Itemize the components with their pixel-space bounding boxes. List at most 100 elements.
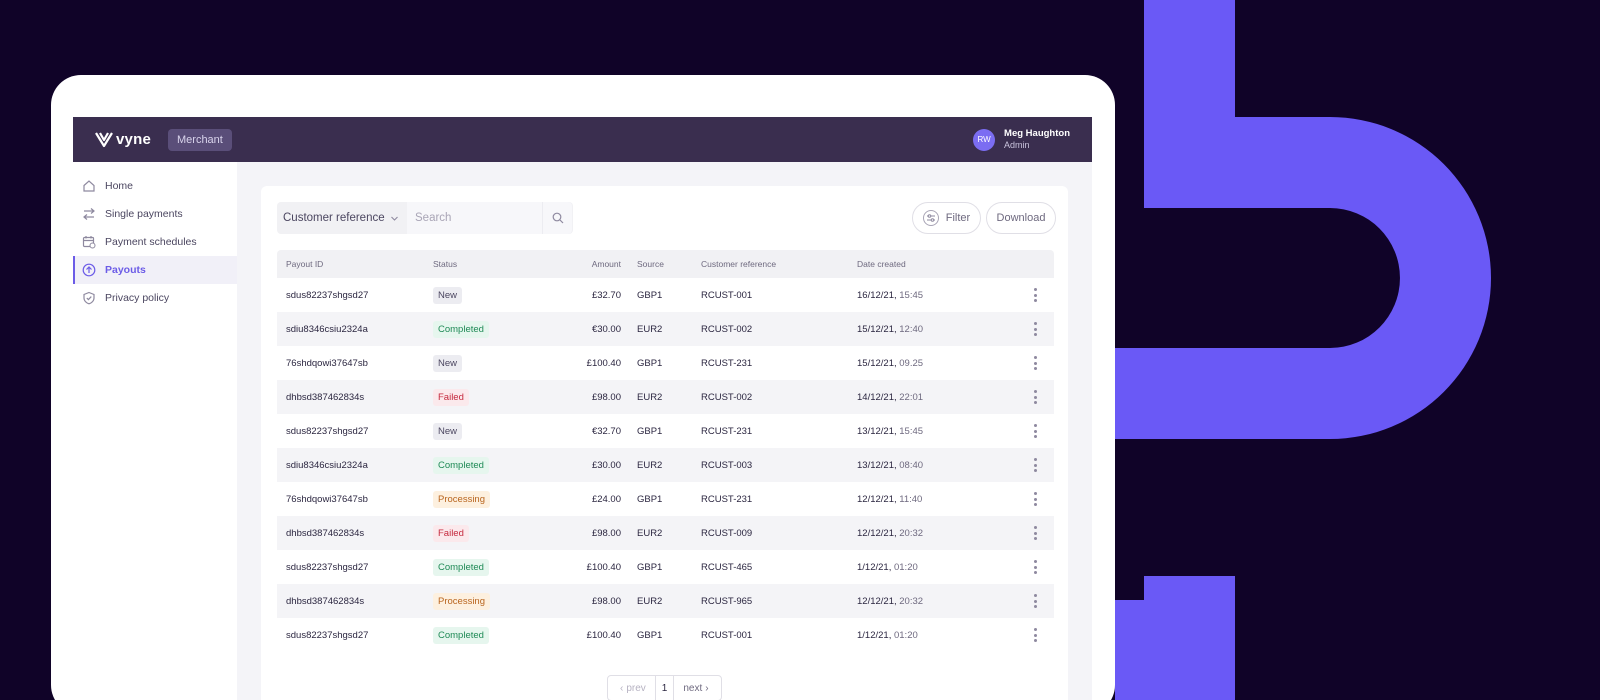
next-page-button[interactable]: next › xyxy=(674,676,720,700)
column-header-amount[interactable]: Amount xyxy=(591,259,621,269)
column-header-payout-id[interactable]: Payout ID xyxy=(286,259,324,269)
table-row[interactable]: sdiu8346csiu2324a Completed £30.00 EUR2 RCUS… xyxy=(277,448,1054,482)
filter-button[interactable]: Filter xyxy=(912,202,981,234)
table-row[interactable]: 76shdqowi37647sb New £100.40 GBP1 RCUST-231 1… xyxy=(277,346,1054,380)
payout-id[interactable]: dhbsd387462834s xyxy=(286,527,365,539)
date-day: 12/12/21, xyxy=(857,595,897,607)
column-header-customer-reference[interactable]: Customer reference xyxy=(701,259,777,269)
payout-icon xyxy=(82,263,96,277)
sidebar-item-payouts[interactable]: Payouts xyxy=(73,256,237,284)
row-menu-button[interactable] xyxy=(1017,594,1054,608)
sidebar-item-label: Privacy policy xyxy=(105,292,170,304)
date-created: 16/12/21, 15:45 xyxy=(857,290,1017,301)
row-menu-button[interactable] xyxy=(1017,356,1054,370)
date-time: 20:32 xyxy=(899,527,924,539)
payout-id[interactable]: dhbsd387462834s xyxy=(286,391,365,403)
table-row[interactable]: 76shdqowi37647sb Processing £24.00 GBP1 RCUS… xyxy=(277,482,1054,516)
row-menu-button[interactable] xyxy=(1017,424,1054,438)
prev-page-button[interactable]: ‹ prev xyxy=(608,676,655,700)
table-row[interactable]: sdus82237shgsd27 New €32.70 GBP1 RCUST-231 13… xyxy=(277,414,1054,448)
search-input[interactable] xyxy=(407,202,542,234)
payout-id[interactable]: sdus82237shgsd27 xyxy=(286,629,369,641)
table-row[interactable]: sdus82237shgsd27 New £32.70 GBP1 RCUST-001 16… xyxy=(277,278,1054,312)
payout-id[interactable]: 76shdqowi37647sb xyxy=(286,357,368,369)
amount: £100.40 xyxy=(586,561,621,573)
payout-id[interactable]: sdiu8346csiu2324a xyxy=(286,323,368,335)
merchant-badge[interactable]: Merchant xyxy=(168,128,232,151)
more-vertical-icon xyxy=(1034,628,1037,642)
filter-field-select[interactable]: Customer reference xyxy=(277,212,407,224)
date-created: 12/12/21, 20:32 xyxy=(857,596,1017,607)
row-menu-button[interactable] xyxy=(1017,628,1054,642)
app-window: vyne Merchant RW Meg Haughton Admin Home… xyxy=(73,117,1092,700)
payout-id[interactable]: dhbsd387462834s xyxy=(286,595,365,607)
sidebar-item-single-payments[interactable]: Single payments xyxy=(73,200,237,228)
payout-id[interactable]: sdus82237shgsd27 xyxy=(286,289,369,301)
sidebar-item-privacy-policy[interactable]: Privacy policy xyxy=(73,284,237,312)
customer-reference: RCUST-465 xyxy=(701,561,753,573)
payout-id[interactable]: sdus82237shgsd27 xyxy=(286,561,369,573)
pagination: ‹ prev 1 next › xyxy=(607,675,722,700)
source: EUR2 xyxy=(637,323,663,335)
amount: £24.00 xyxy=(591,493,621,505)
more-vertical-icon xyxy=(1034,594,1037,608)
sidebar-item-home[interactable]: Home xyxy=(73,172,237,200)
date-created: 12/12/21, 20:32 xyxy=(857,528,1017,539)
row-menu-button[interactable] xyxy=(1017,560,1054,574)
amount: £98.00 xyxy=(591,527,621,539)
row-menu-button[interactable] xyxy=(1017,492,1054,506)
date-time: 08:40 xyxy=(899,459,924,471)
table-row[interactable]: sdus82237shgsd27 Completed £100.40 GBP1 RCUS… xyxy=(277,618,1054,652)
user-role: Admin xyxy=(1004,140,1030,150)
source: GBP1 xyxy=(637,561,663,573)
customer-reference: RCUST-002 xyxy=(701,323,753,335)
column-header-source[interactable]: Source xyxy=(637,259,664,269)
status-badge: Completed xyxy=(433,626,489,644)
vyne-logo[interactable]: vyne xyxy=(94,131,151,149)
sidebar: Home Single payments Payment schedules P… xyxy=(73,162,237,700)
date-created: 13/12/21, 08:40 xyxy=(857,460,1017,471)
table-row[interactable]: sdus82237shgsd27 Completed £100.40 GBP1 RCUS… xyxy=(277,550,1054,584)
row-menu-button[interactable] xyxy=(1017,390,1054,404)
date-created: 12/12/21, 11:40 xyxy=(857,494,1017,505)
sidebar-item-payment-schedules[interactable]: Payment schedules xyxy=(73,228,237,256)
amount: £98.00 xyxy=(591,595,621,607)
user-menu[interactable]: RW Meg Haughton Admin xyxy=(973,128,1070,151)
vyne-logo-icon xyxy=(95,131,113,147)
column-header-status[interactable]: Status xyxy=(433,259,458,269)
amount: £100.40 xyxy=(586,357,621,369)
status-badge: Processing xyxy=(433,490,490,508)
column-header-date-created[interactable]: Date created xyxy=(857,259,906,269)
date-time: 22:01 xyxy=(899,391,924,403)
toolbar: Customer reference Filter Download xyxy=(277,202,1056,234)
download-button[interactable]: Download xyxy=(986,202,1056,234)
table-row[interactable]: dhbsd387462834s Failed £98.00 EUR2 RCUST-002… xyxy=(277,380,1054,414)
date-created: 13/12/21, 15:45 xyxy=(857,426,1017,437)
sidebar-item-label: Payment schedules xyxy=(105,236,197,248)
table-row[interactable]: dhbsd387462834s Processing £98.00 EUR2 RCUST… xyxy=(277,584,1054,618)
avatar[interactable]: RW xyxy=(973,128,996,151)
date-day: 12/12/21, xyxy=(857,493,897,505)
sidebar-item-label: Single payments xyxy=(105,208,183,220)
amount: £100.40 xyxy=(586,629,621,641)
customer-reference: RCUST-002 xyxy=(701,391,753,403)
amount: £30.00 xyxy=(591,459,621,471)
date-day: 15/12/21, xyxy=(857,323,897,335)
date-day: 15/12/21, xyxy=(857,357,897,369)
row-menu-button[interactable] xyxy=(1017,526,1054,540)
row-menu-button[interactable] xyxy=(1017,458,1054,472)
payout-id[interactable]: sdiu8346csiu2324a xyxy=(286,459,368,471)
page-number-current[interactable]: 1 xyxy=(654,676,675,700)
payout-id[interactable]: 76shdqowi37647sb xyxy=(286,493,368,505)
payout-id[interactable]: sdus82237shgsd27 xyxy=(286,425,369,437)
home-icon xyxy=(82,179,96,193)
table-header: Payout ID Status Amount Source Customer … xyxy=(277,250,1054,278)
table-row[interactable]: sdiu8346csiu2324a Completed €30.00 EUR2 RCUS… xyxy=(277,312,1054,346)
row-menu-button[interactable] xyxy=(1017,322,1054,336)
table-row[interactable]: dhbsd387462834s Failed £98.00 EUR2 RCUST-009… xyxy=(277,516,1054,550)
row-menu-button[interactable] xyxy=(1017,288,1054,302)
search-button[interactable] xyxy=(542,202,572,234)
shield-icon xyxy=(82,291,96,305)
next-label: next xyxy=(683,682,703,694)
